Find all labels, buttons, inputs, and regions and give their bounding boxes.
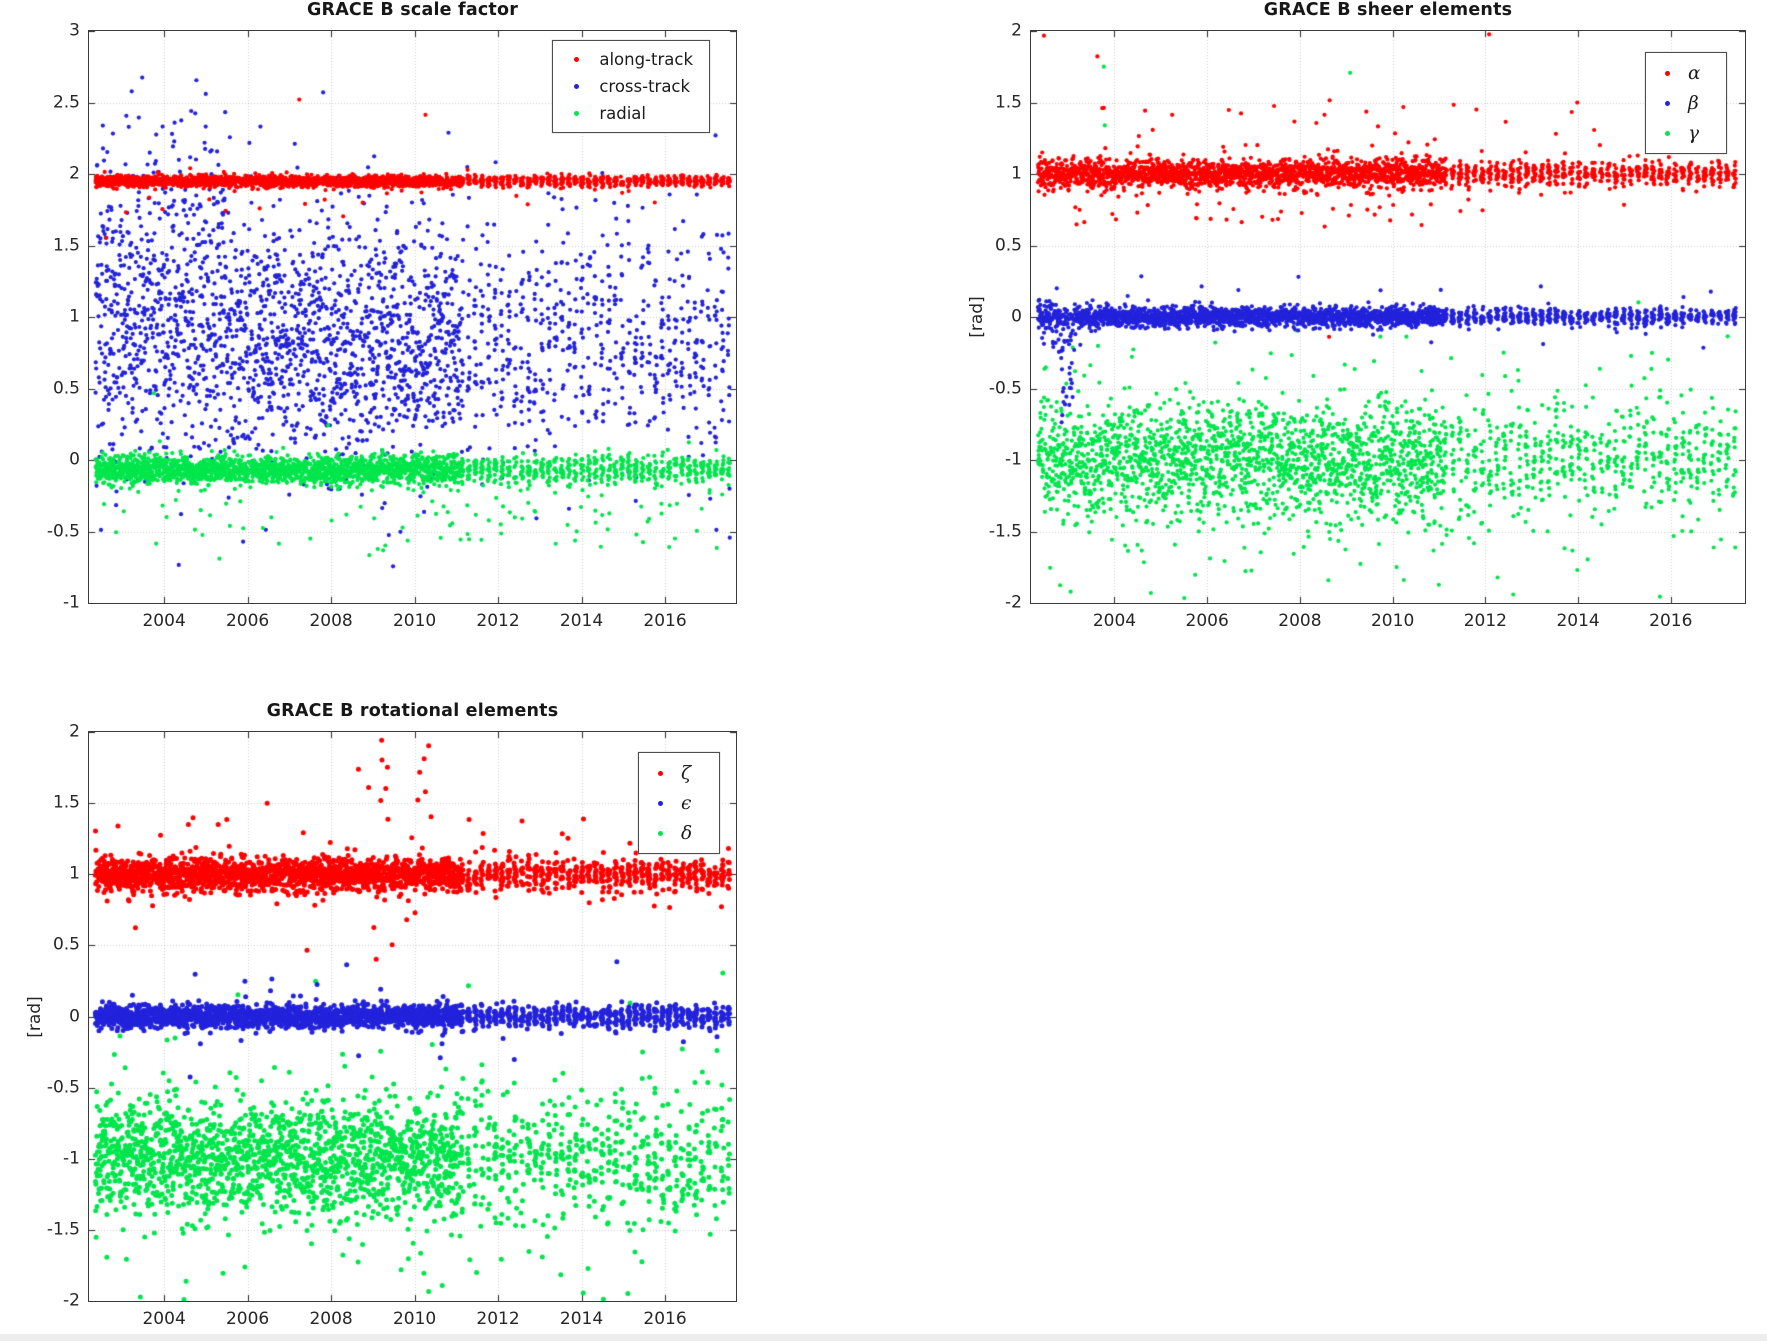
x-tick-label: 2008 — [309, 611, 353, 631]
legend-item: β — [1646, 88, 1726, 118]
y-tick-label: 1 — [1011, 163, 1022, 184]
y-tick-label: -1 — [1005, 449, 1022, 470]
legend-item: ϵ — [639, 788, 719, 818]
plot-title-sheer-elements: GRACE B sheer elements — [1263, 0, 1513, 20]
x-tick-label: 2010 — [1370, 611, 1415, 631]
y-tick-label: -1 — [63, 592, 80, 613]
legend-label: radial — [599, 104, 646, 123]
legend-item: γ — [1646, 118, 1726, 148]
x-tick-label: 2004 — [1092, 611, 1137, 631]
scatter-canvas-rotational-elements — [89, 732, 736, 1301]
legend-item: along-track — [553, 46, 709, 73]
y-axis-label-rad: [rad] — [25, 995, 45, 1038]
x-tick-label: 2006 — [225, 611, 270, 631]
y-tick-label: 0.5 — [994, 235, 1022, 255]
legend-marker-dot-icon — [1646, 130, 1688, 136]
y-tick-label: -1 — [63, 1148, 80, 1169]
x-tick-label: 2010 — [392, 611, 437, 631]
y-tick-label: -1.5 — [46, 1219, 80, 1240]
legend-marker-dot-icon — [639, 800, 681, 806]
x-tick-label: 2012 — [476, 1309, 520, 1329]
y-tick-label: 0 — [69, 1006, 80, 1026]
legend-item: cross-track — [553, 73, 709, 100]
plot-title-scale-factor: GRACE B scale factor — [306, 0, 519, 20]
legend-item: radial — [553, 100, 709, 127]
y-tick-label: 1.5 — [994, 92, 1022, 112]
legend-marker-dot-icon — [639, 770, 681, 776]
y-tick-label: -2 — [1005, 592, 1022, 613]
y-tick-label: 0 — [69, 449, 80, 470]
x-tick-label: 2006 — [225, 1309, 270, 1329]
y-tick-label: -0.5 — [988, 378, 1022, 398]
x-tick-label: 2004 — [142, 1309, 186, 1329]
legend-marker-dot-icon — [553, 111, 599, 116]
y-tick-label: 2 — [69, 163, 80, 184]
legend-label: along-track — [599, 50, 693, 69]
legend-label: ϵ — [681, 792, 692, 814]
y-tick-label: 2 — [1011, 20, 1022, 41]
y-tick-label: -0.5 — [46, 1077, 80, 1098]
x-tick-label: 2012 — [476, 611, 520, 631]
x-tick-label: 2008 — [309, 1309, 353, 1329]
plot-area-scale-factor: along-track cross-track radial 3 2.5 2 1.5 1 0.… — [47, 22, 737, 630]
y-tick-label: -2 — [63, 1290, 80, 1311]
x-tick-label: 2016 — [643, 1309, 687, 1329]
window-bottom-edge — [0, 1334, 1767, 1341]
y-tick-label: 2.5 — [52, 92, 80, 112]
legend-item: α — [1646, 58, 1726, 88]
legend-item: δ — [639, 818, 719, 848]
plot-scale-factor: GRACE B scale factor along-track cross-tr… — [47, 0, 737, 630]
x-tick-label: 2016 — [1649, 611, 1693, 631]
y-tick-label: 0.5 — [52, 378, 80, 398]
y-tick-label: 1.5 — [52, 235, 80, 255]
legend-marker-dot-icon — [1646, 100, 1688, 106]
legend-label: α — [1688, 62, 1701, 84]
legend-label: β — [1688, 92, 1699, 114]
x-tick-label: 2014 — [559, 1309, 604, 1329]
legend-marker-dot-icon — [639, 830, 681, 836]
y-tick-label: -0.5 — [46, 521, 80, 541]
x-tick-label: 2012 — [1463, 611, 1507, 631]
y-axis-label-rad: [rad] — [967, 296, 987, 338]
y-tick-label: 2 — [69, 721, 80, 742]
x-tick-label: 2010 — [392, 1309, 437, 1329]
scatter-canvas-sheer-elements — [1031, 31, 1745, 603]
x-tick-label: 2014 — [1556, 611, 1600, 631]
legend-scale-factor: along-track cross-track radial — [552, 40, 710, 133]
y-tick-label: -1.5 — [988, 521, 1022, 541]
x-tick-label: 2004 — [142, 611, 186, 631]
plot-title-rotational-elements: GRACE B rotational elements — [266, 701, 559, 721]
x-tick-label: 2014 — [559, 611, 604, 631]
legend-label: ζ — [681, 762, 692, 784]
x-tick-label: 2016 — [643, 611, 687, 631]
x-tick-label: 2008 — [1278, 611, 1322, 631]
legend-item: ζ — [639, 758, 719, 788]
y-tick-label: 1 — [69, 306, 80, 327]
y-tick-label: 0.5 — [52, 934, 80, 955]
legend-marker-dot-icon — [1646, 70, 1688, 76]
legend-label: γ — [1688, 122, 1700, 144]
y-tick-label: 0 — [1011, 306, 1022, 327]
legend-marker-dot-icon — [553, 57, 599, 62]
y-tick-label: 3 — [69, 20, 80, 41]
y-tick-label: 1 — [69, 863, 80, 884]
legend-label: δ — [681, 822, 693, 844]
x-tick-label: 2006 — [1185, 611, 1229, 631]
legend-label: cross-track — [599, 77, 691, 96]
y-tick-label: 1.5 — [52, 792, 80, 813]
legend-marker-dot-icon — [553, 84, 599, 89]
